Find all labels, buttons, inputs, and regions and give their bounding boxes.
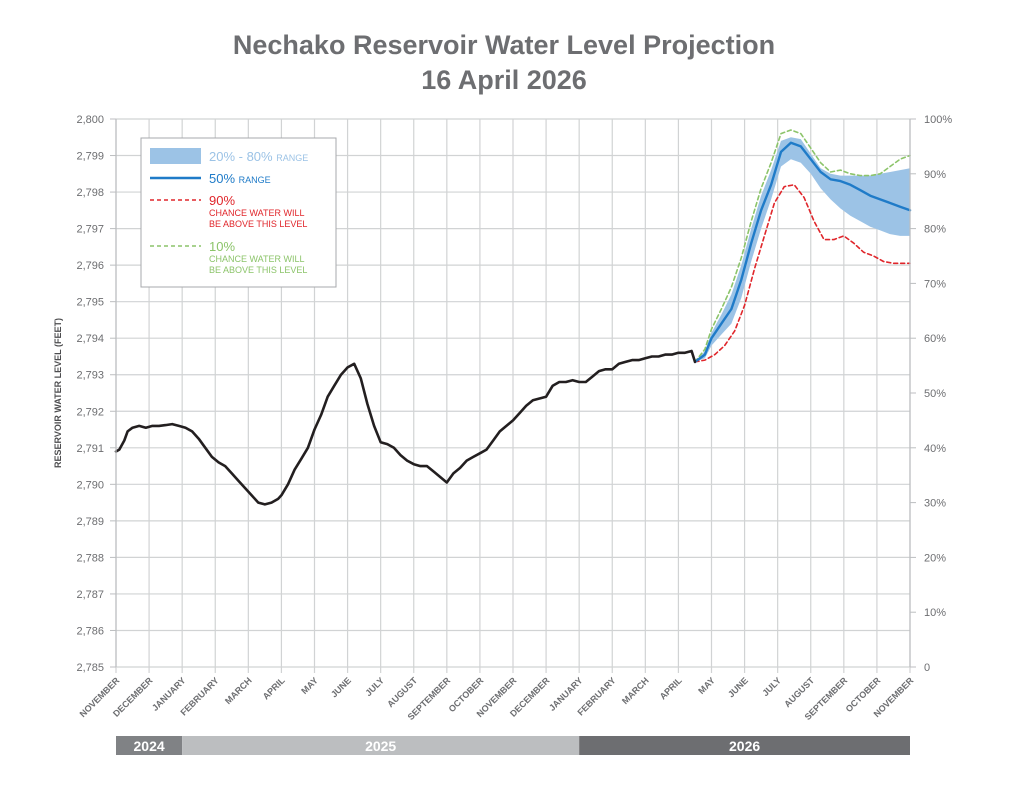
year-segment (182, 736, 580, 755)
y-tick-label: 2,797 (76, 224, 104, 236)
x-tick-label: JULY (363, 675, 386, 698)
y-tick-label: 2,794 (76, 333, 104, 345)
y-axis-label: RESERVOIR WATER LEVEL (FEET) (53, 318, 63, 468)
y-right-tick-label: 50% (924, 388, 946, 400)
year-segment (116, 736, 183, 755)
x-tick-label: APRIL (261, 675, 288, 702)
x-tick-label: MAY (299, 675, 320, 696)
x-tick-label: JUNE (726, 675, 750, 699)
median-line (693, 141, 912, 364)
legend-label-p10: 10% (209, 239, 235, 254)
y-tick-label: 2,800 (76, 114, 104, 126)
y-right-tick-label: 10% (924, 607, 946, 619)
y-tick-label: 2,790 (76, 479, 104, 491)
y-right-tick-label: 60% (924, 333, 946, 345)
legend-suffix: RANGE (276, 153, 308, 163)
y-tick-label: 2,798 (76, 187, 104, 199)
y-right-tick-label: 30% (924, 498, 946, 510)
chart-subtitle: 16 April 2026 (421, 65, 587, 95)
y-tick-label: 2,789 (76, 516, 104, 528)
y-tick-label: 2,795 (76, 297, 104, 309)
y-right-tick-label: 0 (924, 662, 930, 674)
x-tick-label: AUGUST (782, 675, 816, 709)
historical-line (114, 349, 697, 506)
range-band-20-80 (695, 137, 910, 362)
y-tick-label: 2,791 (76, 443, 104, 455)
x-tick-label: JULY (760, 675, 783, 698)
y-right-tick-label: 70% (924, 278, 946, 290)
y-tick-label: 2,788 (76, 552, 104, 564)
gridlines (115, 118, 911, 673)
x-tick-label: MARCH (223, 675, 254, 706)
legend-label-band: 20% - 80% RANGE (209, 149, 308, 164)
y-right-tick-label: 20% (924, 552, 946, 564)
x-tick-label: APRIL (658, 675, 685, 702)
legend-note-p10: BE ABOVE THIS LEVEL (209, 265, 307, 275)
legend-label-p90: 90% (209, 193, 235, 208)
x-tick-label: MARCH (620, 675, 651, 706)
legend-note-p90: BE ABOVE THIS LEVEL (209, 219, 307, 229)
year-bar: 2024 2025 2026 (116, 736, 910, 755)
year-segment (579, 736, 910, 755)
y-tick-label: 2,792 (76, 406, 104, 418)
p90-line (694, 184, 911, 363)
x-tick-label: MAY (696, 675, 717, 696)
y-tick-label: 2,785 (76, 662, 104, 674)
x-tick-label: AUGUST (385, 675, 419, 709)
p10-line (694, 129, 911, 363)
legend-swatch-band (150, 148, 201, 164)
year-label: 2024 (134, 738, 165, 754)
year-label: 2026 (729, 738, 760, 754)
y-right-tick-label: 40% (924, 443, 946, 455)
chart-title: Nechako Reservoir Water Level Projection (233, 30, 775, 60)
y-tick-label: 2,786 (76, 625, 104, 637)
y-tick-label: 2,796 (76, 260, 104, 272)
y-right-tick-label: 100% (924, 114, 952, 126)
series-layer (114, 129, 912, 506)
year-label: 2025 (365, 738, 396, 754)
band-layer (695, 137, 910, 362)
y-right-tick-label: 90% (924, 169, 946, 181)
legend-suffix: RANGE (239, 175, 271, 185)
x-tick-label: JUNE (329, 675, 353, 699)
legend-note-p90: CHANCE WATER WILL (209, 208, 305, 218)
legend-label-median: 50% RANGE (209, 171, 271, 186)
y-tick-label: 2,799 (76, 151, 104, 163)
y-right-tick-label: 80% (924, 224, 946, 236)
legend-note-p10: CHANCE WATER WILL (209, 254, 305, 264)
y-tick-label: 2,793 (76, 370, 104, 382)
y-tick-label: 2,787 (76, 589, 104, 601)
